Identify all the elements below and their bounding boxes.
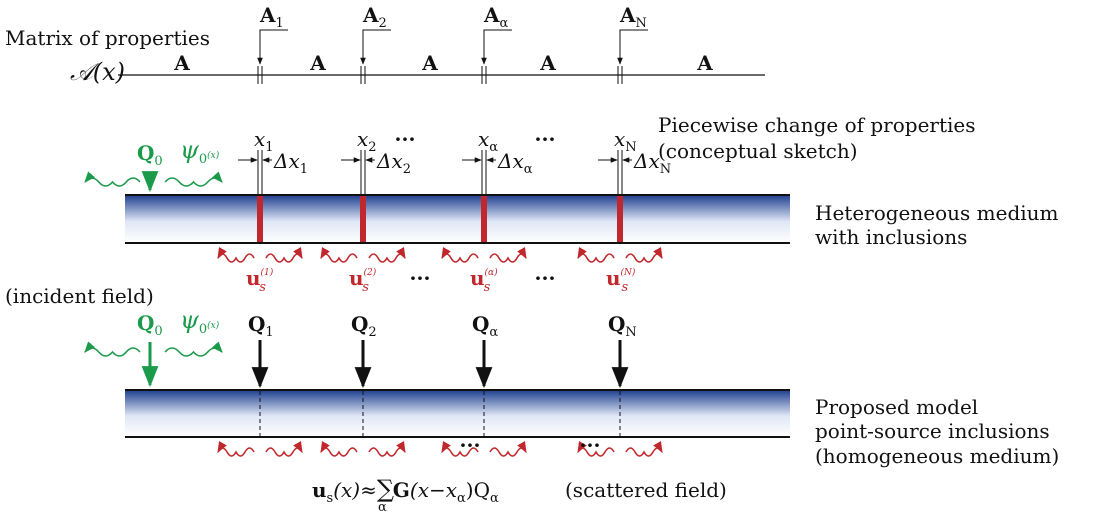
ellipsis: ··· <box>395 127 416 151</box>
wave <box>441 441 479 457</box>
wave <box>441 247 479 263</box>
wave <box>320 441 358 457</box>
wave <box>577 247 615 263</box>
leader <box>481 29 512 65</box>
scattered-field: u(1) s <box>246 266 274 295</box>
wave <box>489 441 527 457</box>
point-source: Qα <box>472 312 498 340</box>
inclusion-spacing: ΔxN <box>633 149 671 177</box>
inclusion-spacing: Δxα <box>497 149 533 177</box>
piecewise-label: (conceptual sketch) <box>658 139 858 163</box>
heterogeneous-rod <box>125 195 790 243</box>
wave <box>164 341 223 357</box>
inclusion-property: AN <box>619 3 647 31</box>
inclusion-position: x2 <box>357 127 377 155</box>
point-source: Q2 <box>351 312 377 340</box>
inclusion-property: Aα <box>483 3 509 31</box>
inclusion-position: xN <box>614 127 637 155</box>
scattered-field: u(N) s <box>606 266 636 295</box>
incident-label: (incident field) <box>5 284 154 308</box>
scattered-field: u(2) s <box>349 266 377 295</box>
incident-wave: ψ0(x) <box>180 306 220 337</box>
leader <box>360 29 391 65</box>
leader <box>257 29 288 65</box>
ellipsis: ··· <box>460 433 481 457</box>
heterogeneous-label: Heterogeneous medium <box>815 201 1059 225</box>
wave <box>368 247 406 263</box>
wave <box>217 441 255 457</box>
segment-label: A <box>539 51 556 75</box>
wave <box>320 247 358 263</box>
inclusion <box>360 196 366 242</box>
leader <box>617 29 648 65</box>
inclusion-property: A1 <box>259 3 284 31</box>
wave <box>625 441 663 457</box>
wave <box>217 247 255 263</box>
ellipsis: ··· <box>535 127 556 151</box>
wave <box>164 171 223 187</box>
property-function: 𝒜(x) <box>70 58 125 86</box>
segment-label: A <box>421 51 438 75</box>
inclusion-position: x1 <box>254 127 274 155</box>
segment-label: A <box>696 51 713 75</box>
inclusion-position: xα <box>478 127 498 155</box>
matrix-label: Matrix of properties <box>5 26 210 50</box>
incident-wave: ψ0(x) <box>180 136 220 167</box>
ellipsis: ··· <box>410 266 431 290</box>
wave <box>489 247 527 263</box>
incident-source: Q0 <box>137 141 163 169</box>
inclusion <box>481 196 487 242</box>
model-label: point-source inclusions <box>815 419 1050 443</box>
scattered-field: u(α) s <box>470 266 498 295</box>
inclusion-spacing: Δx2 <box>376 149 411 177</box>
wave <box>577 441 615 457</box>
homogeneous-rod <box>125 390 790 437</box>
inclusion <box>257 196 263 242</box>
formula-note: (scattered field) <box>565 478 727 502</box>
inclusion-spacing: Δx1 <box>273 149 308 177</box>
incident-source: Q0 <box>137 311 163 339</box>
wave <box>625 247 663 263</box>
ellipsis: ··· <box>535 266 556 290</box>
model-label: Proposed model <box>815 395 978 419</box>
heterogeneous-label: with inclusions <box>815 225 967 249</box>
segment-label: A <box>173 51 190 75</box>
inclusion <box>617 196 623 242</box>
segment-label: A <box>309 51 326 75</box>
ellipsis: ··· <box>580 433 601 457</box>
wave <box>84 341 141 357</box>
wave <box>84 171 141 187</box>
point-source: QN <box>608 312 637 340</box>
model-label: (homogeneous medium) <box>815 444 1059 468</box>
wave <box>265 441 303 457</box>
wave <box>368 441 406 457</box>
point-source: Q1 <box>248 312 274 340</box>
piecewise-label: Piecewise change of properties <box>658 113 976 137</box>
formula: us(x)≈∑ αG(x−xα)Qα <box>312 475 499 515</box>
wave <box>265 247 303 263</box>
inclusion-property: A2 <box>362 3 387 31</box>
